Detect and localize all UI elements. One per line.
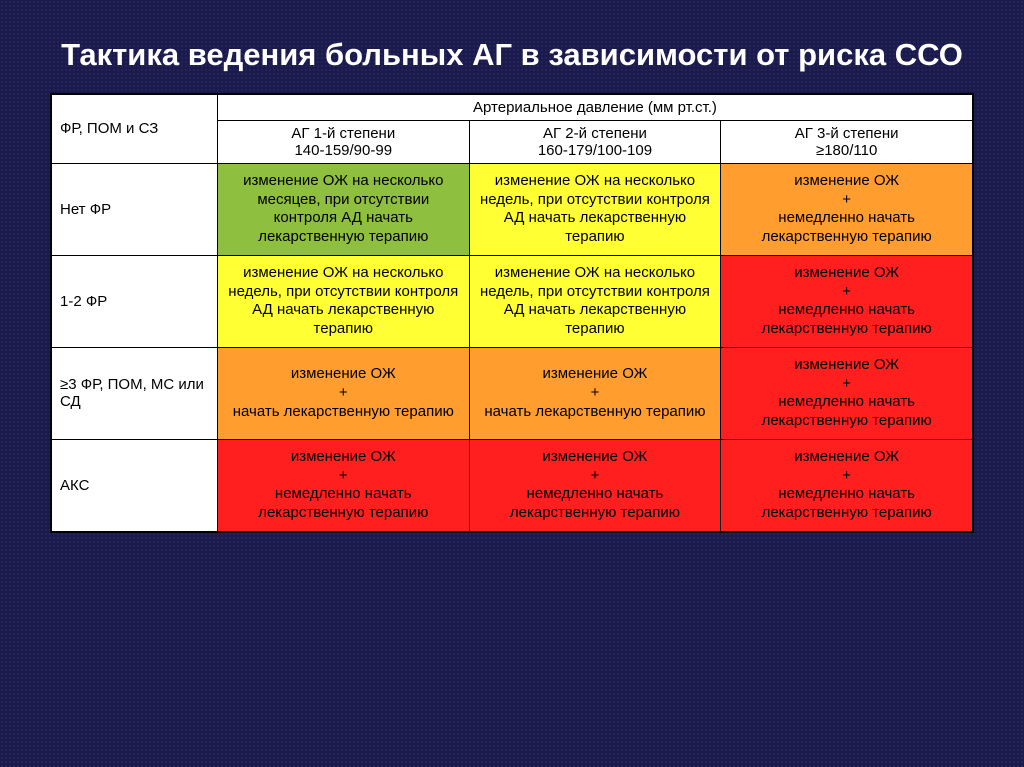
risk-cell: изменение ОЖ на несколько недель, при от…: [469, 163, 721, 255]
risk-cell: изменение ОЖ+немедленно начать лекарстве…: [721, 439, 973, 531]
risk-cell: изменение ОЖ+немедленно начать лекарстве…: [721, 255, 973, 347]
column-header-line1: АГ 3-й степени: [727, 125, 966, 142]
risk-cell: изменение ОЖ+немедленно начать лекарстве…: [721, 163, 973, 255]
column-header-1: АГ 1-й степени140-159/90-99: [217, 120, 469, 163]
column-header-line2: 140-159/90-99: [224, 142, 463, 159]
column-header-3: АГ 3-й степени≥180/110: [721, 120, 973, 163]
table-row: АКСизменение ОЖ+немедленно начать лекарс…: [52, 439, 973, 531]
risk-cell: изменение ОЖ+начать лекарственную терапи…: [217, 347, 469, 439]
table-body: Нет ФРизменение ОЖ на несколько месяцев,…: [52, 163, 973, 531]
risk-table: ФР, ПОМ и СЗ Артериальное давление (мм р…: [51, 94, 973, 532]
risk-cell: изменение ОЖ+начать лекарственную терапи…: [469, 347, 721, 439]
table-row: 1-2 ФРизменение ОЖ на несколько недель, …: [52, 255, 973, 347]
table-row: Нет ФРизменение ОЖ на несколько месяцев,…: [52, 163, 973, 255]
row-header: 1-2 ФР: [52, 255, 218, 347]
column-header-line1: АГ 2-й степени: [476, 125, 715, 142]
risk-cell: изменение ОЖ+немедленно начать лекарстве…: [721, 347, 973, 439]
risk-cell: изменение ОЖ на несколько недель, при от…: [217, 255, 469, 347]
risk-cell: изменение ОЖ+немедленно начать лекарстве…: [217, 439, 469, 531]
column-header-line1: АГ 1-й степени: [224, 125, 463, 142]
risk-cell: изменение ОЖ+немедленно начать лекарстве…: [469, 439, 721, 531]
slide-container: Тактика ведения больных АГ в зависимости…: [0, 0, 1024, 767]
risk-cell: изменение ОЖ на несколько месяцев, при о…: [217, 163, 469, 255]
column-header-2: АГ 2-й степени160-179/100-109: [469, 120, 721, 163]
risk-table-wrapper: ФР, ПОМ и СЗ Артериальное давление (мм р…: [50, 93, 974, 533]
table-row: ≥3 ФР, ПОМ, МС или СДизменение ОЖ+начать…: [52, 347, 973, 439]
row-header: АКС: [52, 439, 218, 531]
column-header-line2: 160-179/100-109: [476, 142, 715, 159]
slide-title: Тактика ведения больных АГ в зависимости…: [50, 36, 974, 75]
group-header: Артериальное давление (мм рт.ст.): [217, 94, 972, 120]
corner-header: ФР, ПОМ и СЗ: [52, 94, 218, 163]
column-header-line2: ≥180/110: [727, 142, 966, 159]
row-header: Нет ФР: [52, 163, 218, 255]
risk-cell: изменение ОЖ на несколько недель, при от…: [469, 255, 721, 347]
row-header: ≥3 ФР, ПОМ, МС или СД: [52, 347, 218, 439]
